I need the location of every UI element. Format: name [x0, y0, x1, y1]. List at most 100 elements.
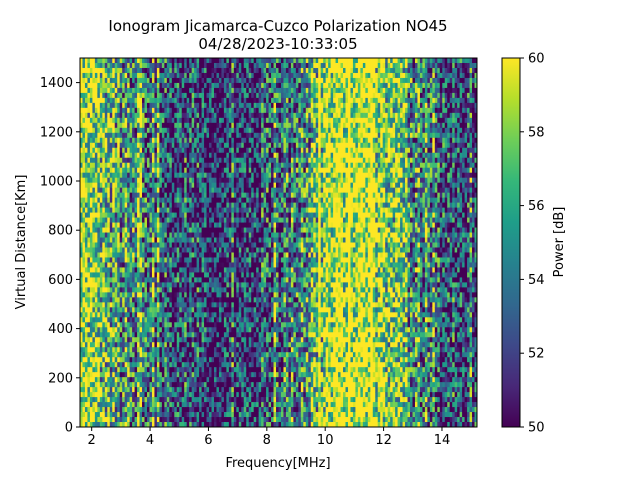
- heatmap-cell: [154, 247, 158, 253]
- heatmap-cell: [132, 372, 135, 378]
- heatmap-cell: [119, 262, 123, 268]
- heatmap-cell: [211, 412, 215, 418]
- heatmap-cell: [129, 302, 133, 308]
- heatmap-cell: [82, 272, 86, 278]
- heatmap-cell: [94, 337, 98, 343]
- heatmap-cell: [221, 72, 225, 79]
- heatmap-cell: [199, 102, 202, 109]
- heatmap-cell: [102, 202, 106, 208]
- heatmap-cell: [218, 117, 222, 124]
- heatmap-cell: [233, 257, 237, 263]
- heatmap-cell: [154, 58, 158, 64]
- heatmap-cell: [109, 272, 113, 278]
- heatmap-cell: [241, 102, 245, 109]
- heatmap-cell: [226, 297, 230, 303]
- heatmap-cell: [146, 152, 150, 159]
- heatmap-cell: [161, 167, 165, 174]
- heatmap-cell: [142, 162, 145, 169]
- heatmap-cell: [201, 267, 205, 273]
- heatmap-cell: [94, 212, 98, 218]
- heatmap-cell: [241, 252, 245, 258]
- heatmap-cell: [184, 302, 188, 308]
- heatmap-cell: [231, 317, 235, 323]
- heatmap-cell: [92, 102, 96, 109]
- heatmap-cell: [159, 197, 163, 204]
- heatmap-cell: [223, 337, 227, 343]
- heatmap-cell: [201, 242, 205, 248]
- heatmap-cell: [112, 177, 116, 184]
- heatmap-cell: [159, 162, 163, 169]
- heatmap-cell: [184, 287, 188, 293]
- heatmap-cell: [228, 157, 232, 164]
- heatmap-cell: [216, 172, 220, 179]
- heatmap-cell: [211, 182, 215, 189]
- heatmap-cell: [154, 387, 158, 393]
- heatmap-cell: [174, 182, 178, 189]
- heatmap-cell: [179, 262, 183, 268]
- heatmap-cell: [199, 217, 202, 223]
- heatmap-cell: [119, 227, 123, 233]
- heatmap-cell: [238, 412, 242, 418]
- heatmap-cell: [107, 387, 111, 393]
- heatmap-cell: [223, 362, 227, 368]
- heatmap-cell: [89, 377, 93, 383]
- heatmap-cell: [107, 367, 111, 373]
- heatmap-cell: [238, 127, 242, 134]
- heatmap-cell: [231, 192, 235, 199]
- heatmap-cell: [231, 82, 235, 89]
- heatmap-cell: [146, 417, 150, 423]
- heatmap-cell: [243, 242, 247, 248]
- heatmap-cell: [144, 392, 148, 398]
- heatmap-cell: [146, 217, 150, 223]
- heatmap-cell: [166, 412, 170, 418]
- heatmap-cell: [132, 82, 135, 89]
- heatmap-cell: [146, 332, 150, 338]
- heatmap-cell: [97, 292, 101, 298]
- heatmap-cell: [151, 257, 155, 263]
- heatmap-cell: [97, 197, 101, 204]
- heatmap-cell: [201, 142, 205, 149]
- heatmap-cell: [226, 412, 230, 418]
- heatmap-cell: [89, 332, 93, 338]
- heatmap-cell: [161, 102, 165, 109]
- heatmap-cell: [209, 397, 212, 403]
- heatmap-cell: [151, 402, 155, 408]
- heatmap-cell: [223, 107, 227, 114]
- heatmap-cell: [92, 312, 96, 318]
- heatmap-cell: [124, 152, 128, 159]
- heatmap-cell: [144, 237, 148, 243]
- heatmap-cell: [216, 407, 220, 413]
- heatmap-cell: [221, 312, 225, 318]
- heatmap-cell: [221, 302, 225, 308]
- heatmap-cell: [156, 322, 160, 328]
- heatmap-cell: [84, 122, 88, 129]
- heatmap-cell: [246, 247, 250, 253]
- heatmap-cell: [122, 122, 126, 129]
- heatmap-cell: [243, 72, 247, 79]
- heatmap-cell: [213, 112, 217, 119]
- heatmap-cell: [127, 312, 131, 318]
- heatmap-cell: [149, 282, 153, 288]
- heatmap-cell: [191, 297, 195, 303]
- heatmap-cell: [92, 77, 96, 84]
- heatmap-cell: [156, 92, 160, 99]
- heatmap-cell: [233, 307, 237, 313]
- heatmap-cell: [151, 122, 155, 129]
- heatmap-cell: [84, 92, 88, 99]
- heatmap-cell: [191, 272, 195, 278]
- heatmap-cell: [226, 152, 230, 159]
- heatmap-cell: [238, 302, 242, 308]
- heatmap-cell: [241, 407, 245, 413]
- heatmap-cell: [154, 282, 158, 288]
- heatmap-cell: [211, 312, 215, 318]
- heatmap-cell: [243, 337, 247, 343]
- heatmap-cell: [146, 117, 150, 124]
- heatmap-cell: [216, 97, 220, 104]
- heatmap-cell: [80, 187, 83, 194]
- heatmap-cell: [124, 387, 128, 393]
- heatmap-cell: [223, 122, 227, 129]
- heatmap-cell: [196, 207, 200, 213]
- heatmap-cell: [218, 412, 222, 418]
- heatmap-cell: [243, 212, 247, 218]
- heatmap-cell: [164, 182, 168, 189]
